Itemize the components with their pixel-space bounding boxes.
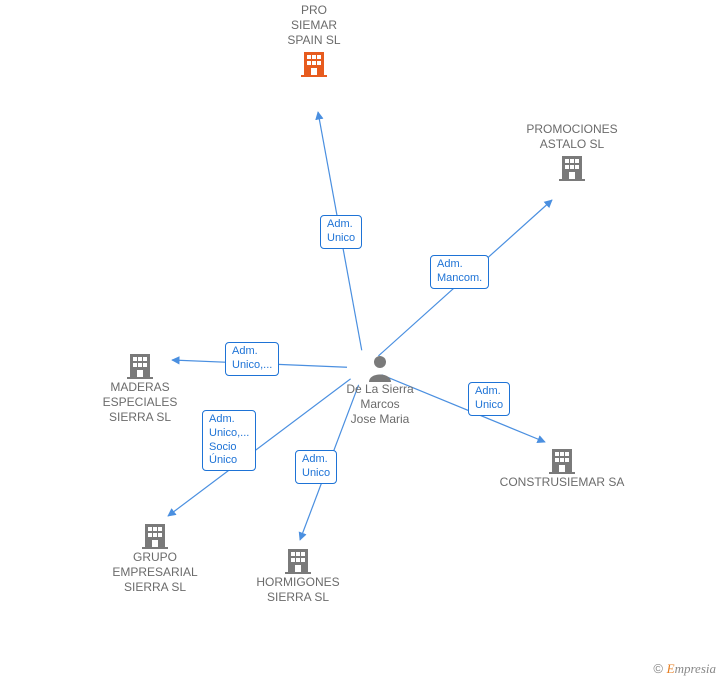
building-icon [502, 152, 642, 182]
edge-label: Adm. Unico,... Socio Único [202, 410, 256, 471]
company-label: PROMOCIONES ASTALO SL [502, 122, 642, 152]
edge-label: Adm. Unico [468, 382, 510, 416]
edge-label: Adm. Unico,... [225, 342, 279, 376]
person-node: De La Sierra Marcos Jose Maria [320, 354, 440, 427]
company-node-pro_siemar: PRO SIEMAR SPAIN SL [244, 3, 384, 78]
edge-label: Adm. Mancom. [430, 255, 489, 289]
brand-rest: mpresia [675, 661, 716, 676]
company-node-hormigones: HORMIGONES SIERRA SL [228, 545, 368, 605]
building-icon [228, 545, 368, 575]
company-node-maderas: MADERAS ESPECIALES SIERRA SL [70, 350, 210, 425]
company-label: MADERAS ESPECIALES SIERRA SL [70, 380, 210, 425]
company-node-grupo_empresarial: GRUPO EMPRESARIAL SIERRA SL [85, 520, 225, 595]
person-icon [320, 354, 440, 382]
company-label: HORMIGONES SIERRA SL [228, 575, 368, 605]
network-diagram: PRO SIEMAR SPAIN SL PROMOCIONES ASTALO S… [0, 0, 728, 685]
brand-first-letter: E [667, 661, 675, 676]
edge-label: Adm. Unico [295, 450, 337, 484]
building-icon [70, 350, 210, 380]
company-node-construsiemar: CONSTRUSIEMAR SA [492, 445, 632, 490]
company-label: GRUPO EMPRESARIAL SIERRA SL [85, 550, 225, 595]
company-label: CONSTRUSIEMAR SA [492, 475, 632, 490]
company-node-promociones_astalo: PROMOCIONES ASTALO SL [502, 122, 642, 182]
building-icon [492, 445, 632, 475]
person-label: De La Sierra Marcos Jose Maria [320, 382, 440, 427]
building-icon [244, 48, 384, 78]
watermark: © Empresia [653, 661, 716, 677]
edge-label: Adm. Unico [320, 215, 362, 249]
copyright-symbol: © [653, 661, 663, 676]
company-label: PRO SIEMAR SPAIN SL [244, 3, 384, 48]
building-icon [85, 520, 225, 550]
